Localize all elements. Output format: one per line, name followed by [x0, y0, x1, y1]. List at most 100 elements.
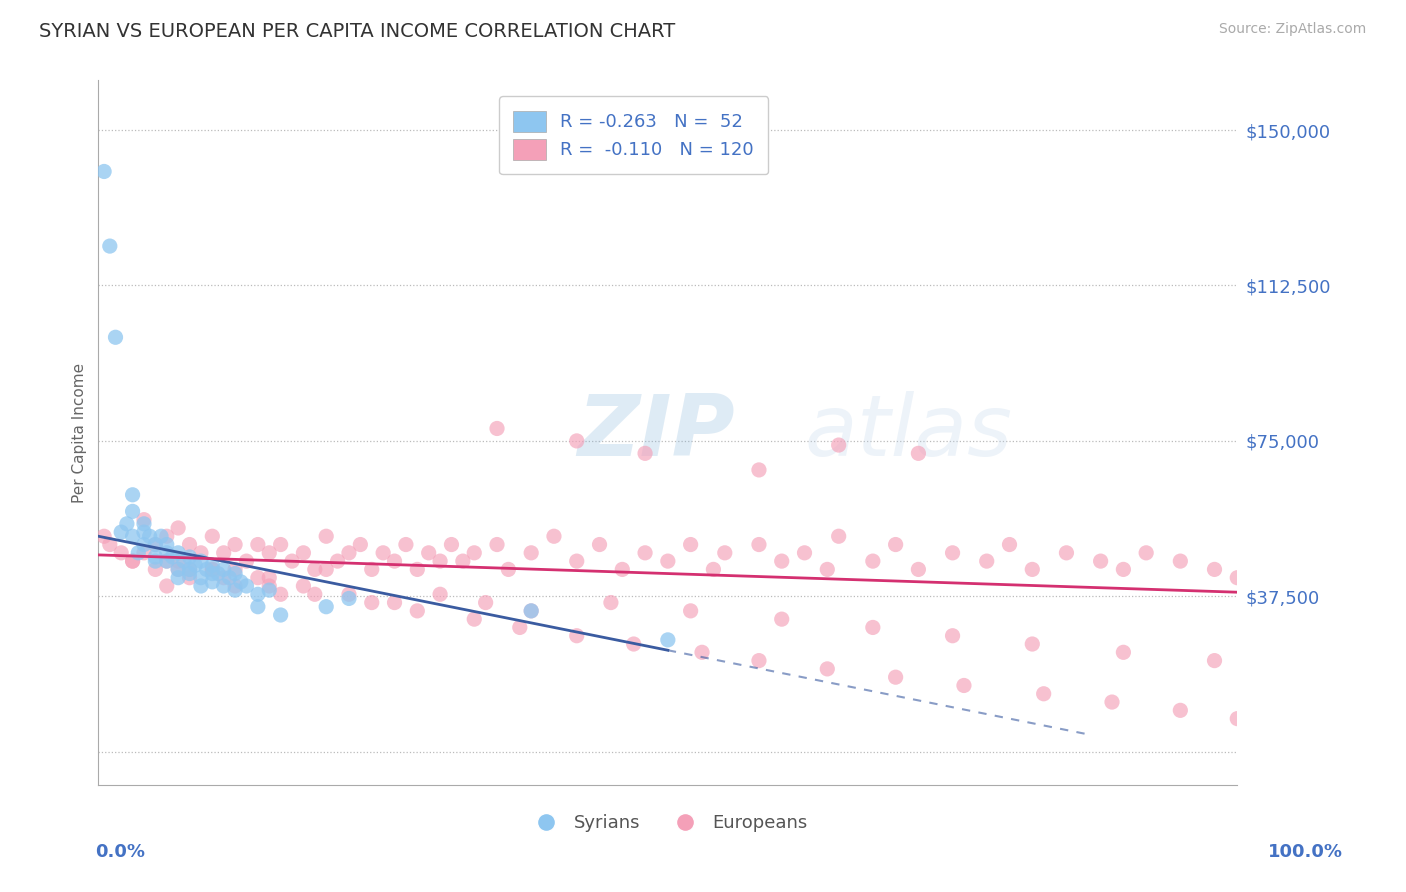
Point: [543, 529, 565, 543]
Point: [110, 546, 132, 560]
Point: [173, 554, 195, 568]
Point: [1226, 712, 1249, 726]
Point: [337, 587, 360, 601]
Point: [463, 612, 485, 626]
Point: [384, 554, 406, 568]
Point: [349, 537, 371, 551]
Point: [98, 239, 121, 253]
Point: [748, 537, 770, 551]
Point: [828, 529, 851, 543]
Point: [201, 558, 224, 573]
Point: [884, 670, 907, 684]
Point: [498, 562, 520, 576]
Point: [121, 554, 143, 568]
Point: [588, 537, 610, 551]
Point: [429, 554, 451, 568]
Point: [167, 562, 190, 576]
Point: [167, 571, 190, 585]
Point: [201, 566, 224, 581]
Point: [162, 549, 184, 564]
Point: [371, 546, 394, 560]
Point: [406, 562, 429, 576]
Point: [292, 579, 315, 593]
Text: 100.0%: 100.0%: [1268, 843, 1343, 861]
Point: [360, 596, 382, 610]
Point: [259, 583, 281, 598]
Point: [179, 562, 201, 576]
Point: [224, 566, 246, 581]
Point: [218, 571, 240, 585]
Point: [657, 554, 679, 568]
Point: [110, 525, 132, 540]
Point: [486, 537, 509, 551]
Point: [862, 554, 884, 568]
Point: [121, 529, 143, 543]
Point: [337, 591, 360, 606]
Point: [815, 562, 838, 576]
Point: [315, 599, 337, 614]
Point: [281, 554, 304, 568]
Point: [337, 546, 360, 560]
Point: [976, 554, 998, 568]
Point: [190, 571, 212, 585]
Point: [167, 554, 190, 568]
Point: [156, 529, 179, 543]
Text: Source: ZipAtlas.com: Source: ZipAtlas.com: [1219, 22, 1367, 37]
Point: [201, 529, 224, 543]
Point: [235, 579, 257, 593]
Point: [1090, 554, 1112, 568]
Point: [127, 546, 149, 560]
Point: [907, 446, 929, 460]
Point: [132, 513, 155, 527]
Point: [246, 571, 269, 585]
Point: [1021, 562, 1043, 576]
Point: [702, 562, 724, 576]
Point: [93, 164, 115, 178]
Point: [565, 554, 588, 568]
Point: [184, 558, 207, 573]
Point: [246, 537, 269, 551]
Point: [167, 521, 190, 535]
Point: [229, 574, 252, 589]
Point: [115, 516, 138, 531]
Point: [463, 546, 485, 560]
Point: [1204, 562, 1226, 576]
Point: [770, 612, 793, 626]
Point: [690, 645, 713, 659]
Point: [121, 488, 143, 502]
Point: [1170, 554, 1192, 568]
Point: [486, 421, 509, 435]
Point: [679, 604, 702, 618]
Point: [429, 587, 451, 601]
Point: [121, 504, 143, 518]
Point: [714, 546, 737, 560]
Point: [315, 529, 337, 543]
Point: [406, 604, 429, 618]
Text: ZIP: ZIP: [576, 391, 734, 475]
Point: [520, 546, 543, 560]
Point: [207, 566, 229, 581]
Point: [270, 537, 292, 551]
Point: [167, 546, 190, 560]
Point: [623, 637, 645, 651]
Point: [270, 587, 292, 601]
Point: [156, 546, 179, 560]
Point: [145, 554, 167, 568]
Point: [509, 620, 531, 634]
Point: [998, 537, 1021, 551]
Point: [224, 583, 246, 598]
Point: [884, 537, 907, 551]
Point: [150, 529, 173, 543]
Point: [304, 587, 326, 601]
Point: [748, 463, 770, 477]
Point: [190, 579, 212, 593]
Point: [326, 554, 349, 568]
Point: [418, 546, 440, 560]
Point: [600, 596, 623, 610]
Point: [246, 587, 269, 601]
Point: [942, 629, 965, 643]
Point: [942, 546, 965, 560]
Point: [179, 571, 201, 585]
Point: [190, 554, 212, 568]
Point: [1204, 654, 1226, 668]
